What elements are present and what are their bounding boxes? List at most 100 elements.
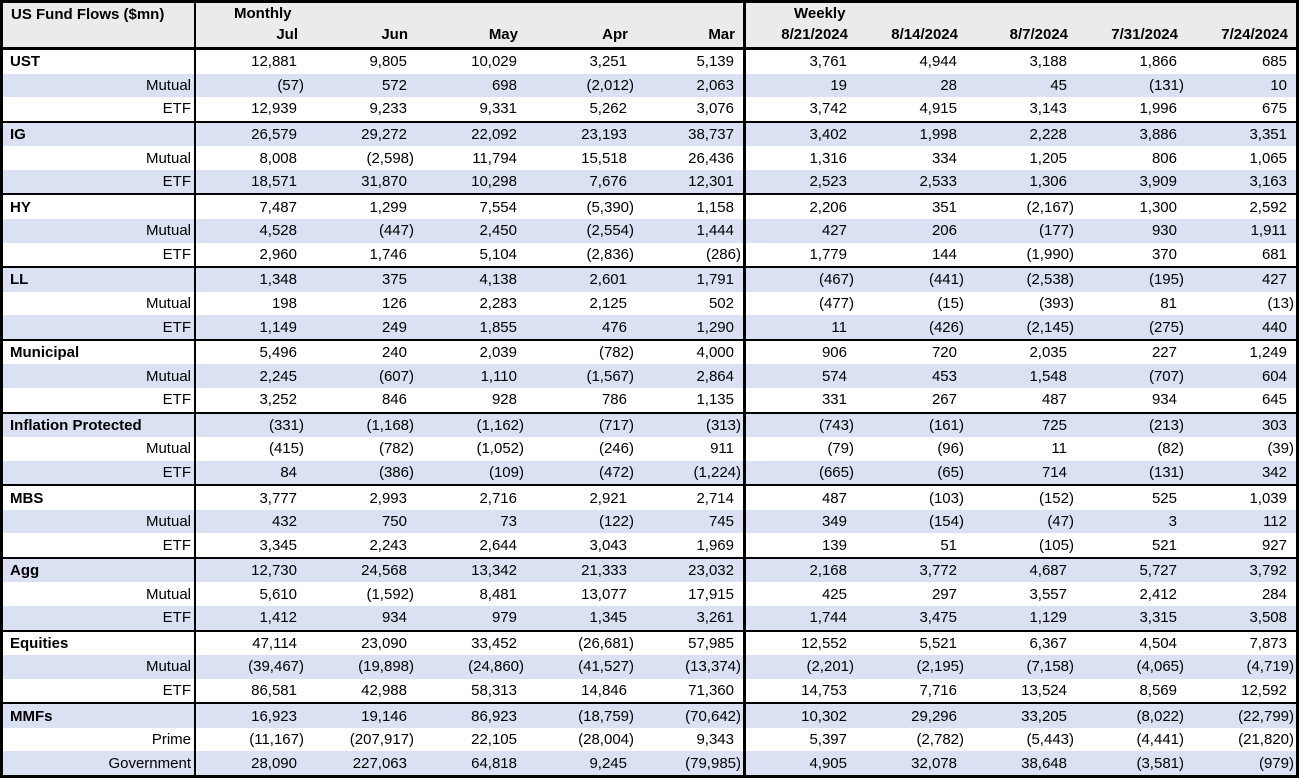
- cell: (467): [818, 271, 854, 289]
- cell: 29,272: [361, 125, 407, 143]
- cell: (393): [1038, 294, 1074, 312]
- table-row: ETF 2,960 1,746 5,104 (2,836) (286) 1,779 144 (1…: [3, 242, 1296, 267]
- cell: (21,820): [1238, 731, 1294, 749]
- cell: (1,224): [636, 460, 746, 485]
- cell: 7,716: [919, 682, 957, 700]
- cell: (286): [636, 242, 746, 267]
- cell: 1,911: [1250, 222, 1287, 240]
- cell: 2,243: [369, 536, 407, 554]
- cell: 11: [1051, 440, 1067, 458]
- cell: 440: [1261, 318, 1287, 336]
- cell: 42,988: [361, 682, 407, 700]
- cell: (2,538): [1026, 271, 1074, 289]
- cell: (4,719): [1246, 658, 1294, 676]
- row-label-sub: Mutual: [3, 73, 196, 98]
- cell: 2,450: [479, 222, 517, 240]
- cell: 1,158: [636, 195, 746, 219]
- cell: (1,592): [366, 585, 414, 603]
- cell: 3,475: [919, 609, 957, 627]
- cell: 1,039: [1249, 489, 1287, 507]
- cell: 1,110: [480, 367, 517, 385]
- table-row: Mutual (57) 572 698 (2,012) 2,063 19 28 45 (131) 1…: [3, 73, 1296, 98]
- column-header: Jun: [381, 26, 408, 43]
- table-row: Mutual 5,610 (1,592) 8,481 13,077 17,915 425 29…: [3, 582, 1296, 607]
- cell: 1,129: [1029, 609, 1067, 627]
- cell: 51: [940, 536, 957, 554]
- cell: (195): [1148, 271, 1184, 289]
- cell: (782): [378, 440, 414, 458]
- row-label-section: IG: [3, 122, 196, 147]
- cell: 502: [636, 291, 746, 316]
- cell: (152): [1038, 489, 1074, 507]
- cell: 476: [601, 318, 627, 336]
- cell: 1,300: [1139, 198, 1177, 216]
- cell: 71,360: [636, 678, 746, 703]
- cell: (24,860): [468, 658, 524, 676]
- cell: 2,993: [369, 489, 407, 507]
- cell: 29,296: [911, 707, 957, 725]
- row-label-sub: ETF: [3, 533, 196, 557]
- cell: 487: [821, 489, 847, 507]
- cell: 2,035: [1029, 344, 1067, 362]
- table-row: MMFs 16,923 19,146 86,923 (18,759) (70,642) 10…: [3, 704, 1296, 728]
- cell: 1,065: [1249, 149, 1287, 167]
- cell: 3,043: [589, 536, 627, 554]
- cell: 9,343: [636, 727, 746, 752]
- cell: 846: [381, 391, 407, 409]
- cell: (2,782): [916, 731, 964, 749]
- column-header: May: [488, 26, 518, 43]
- cell: 38,737: [636, 122, 746, 147]
- cell: 2,592: [1249, 198, 1287, 216]
- cell: (79): [827, 440, 854, 458]
- cell: (2,145): [1026, 318, 1074, 336]
- cell: (15): [937, 294, 964, 312]
- cell: (441): [928, 271, 964, 289]
- cell: 23,193: [581, 125, 627, 143]
- row-label-sub: Mutual: [3, 509, 196, 534]
- cell: 4,687: [1029, 562, 1067, 580]
- row-label-section: UST: [3, 50, 196, 74]
- cell: 5,496: [259, 344, 297, 362]
- cell: (39,467): [248, 658, 304, 676]
- cell: 2,168: [809, 562, 847, 580]
- column-header: Mar: [636, 25, 746, 47]
- cell: 139: [821, 536, 847, 554]
- cell: 21,333: [581, 562, 627, 580]
- cell: 13,077: [581, 585, 627, 603]
- cell: (426): [928, 318, 964, 336]
- cell: 7,554: [479, 198, 517, 216]
- cell: 57,985: [636, 631, 746, 656]
- cell: (2,554): [586, 222, 634, 240]
- cell: 1,348: [259, 271, 297, 289]
- row-label-sub: ETF: [3, 242, 196, 267]
- cell: 334: [931, 149, 957, 167]
- cell: 33,205: [1021, 707, 1067, 725]
- cell: (1,052): [476, 440, 524, 458]
- cell: 9,331: [479, 100, 517, 118]
- row-label-sub: ETF: [3, 315, 196, 339]
- cell: 1,866: [1139, 53, 1177, 71]
- cell: (207,917): [349, 731, 414, 749]
- cell: 126: [381, 294, 407, 312]
- cell: 453: [931, 367, 957, 385]
- cell: 574: [821, 367, 847, 385]
- cell: (477): [818, 294, 854, 312]
- table-row: ETF 12,939 9,233 9,331 5,262 3,076 3,742 4,915 3…: [3, 97, 1296, 121]
- cell: 297: [931, 585, 957, 603]
- table-section: Equities 47,114 23,090 33,452 (26,681) 57,985…: [3, 629, 1296, 703]
- cell: 3,909: [1139, 173, 1177, 191]
- cell: (103): [928, 489, 964, 507]
- table-row: ETF 1,149 249 1,855 476 1,290 11 (426) (2,145) (2…: [3, 315, 1296, 339]
- cell: 12,592: [1241, 682, 1287, 700]
- row-label-section: Equities: [3, 631, 196, 656]
- cell: 5,397: [809, 731, 847, 749]
- cell: 698: [491, 76, 517, 94]
- table-row: Mutual 198 126 2,283 2,125 502 (477) (15) (393) 8…: [3, 291, 1296, 316]
- row-label-sub: Government: [3, 751, 196, 775]
- cell: (415): [268, 440, 304, 458]
- cell: 14,753: [801, 682, 847, 700]
- cell: 3,777: [259, 489, 297, 507]
- cell: 525: [1151, 489, 1177, 507]
- row-label-section: LL: [3, 268, 196, 292]
- cell: 144: [931, 245, 957, 263]
